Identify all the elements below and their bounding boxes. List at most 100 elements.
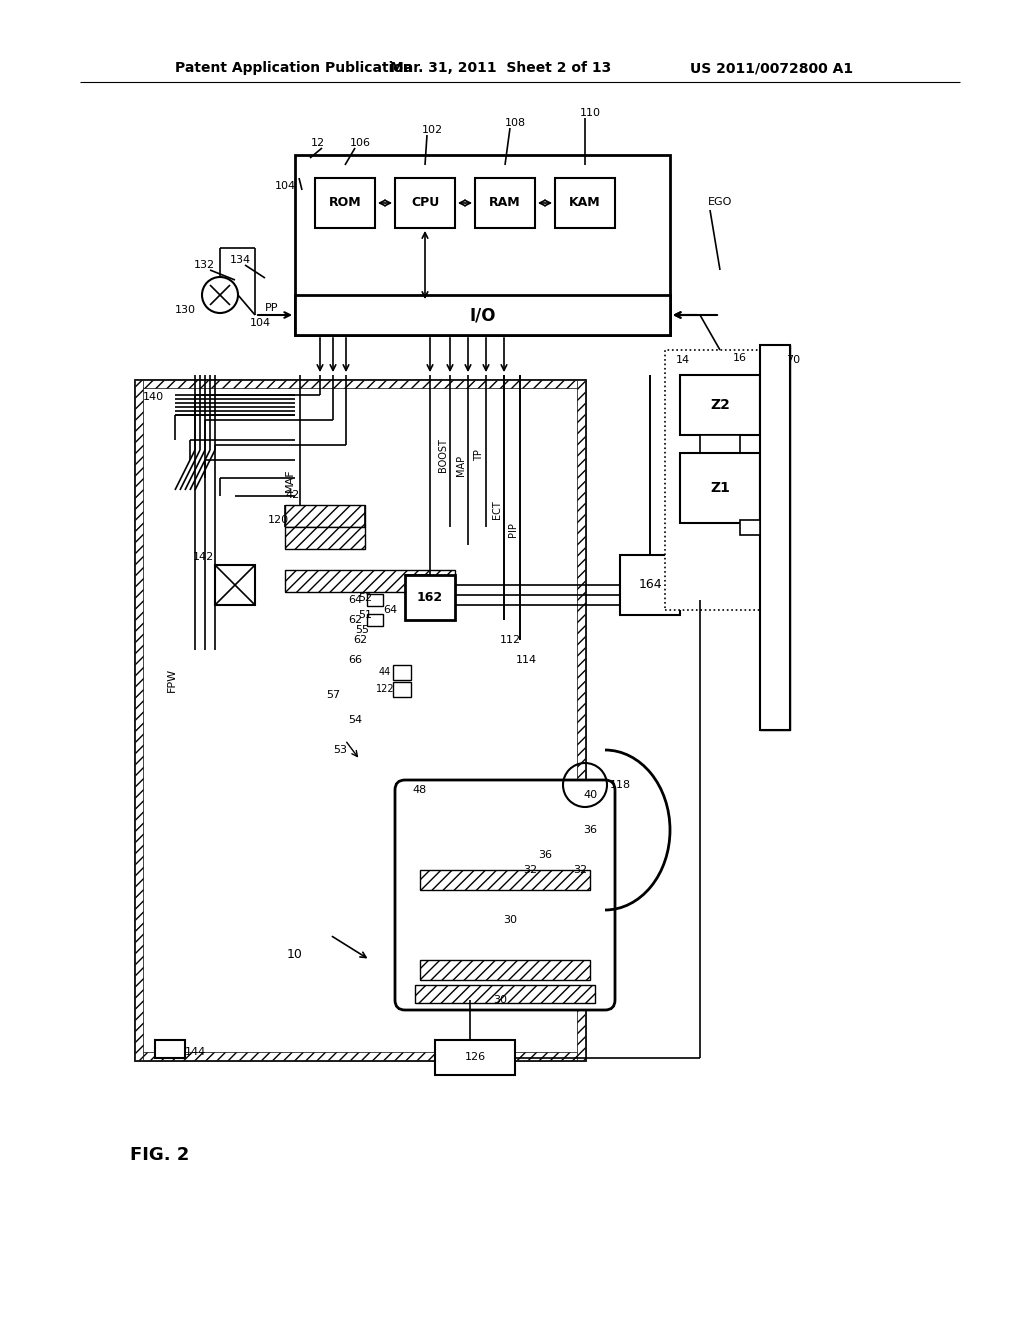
Text: 10: 10 xyxy=(287,949,303,961)
Bar xyxy=(740,520,760,535)
Text: 53: 53 xyxy=(333,744,347,755)
Bar xyxy=(406,576,455,620)
Text: 52: 52 xyxy=(358,593,372,603)
Text: MAF: MAF xyxy=(285,469,295,492)
Bar xyxy=(395,178,455,228)
Text: 134: 134 xyxy=(229,255,251,265)
Text: 118: 118 xyxy=(609,780,631,789)
Text: BOOST: BOOST xyxy=(438,438,449,473)
Bar xyxy=(577,380,585,1060)
Text: 144: 144 xyxy=(185,1047,206,1057)
Text: ROM: ROM xyxy=(329,197,361,210)
Bar xyxy=(285,570,455,591)
Text: 42: 42 xyxy=(285,490,299,500)
Bar xyxy=(367,614,383,626)
Text: I/O: I/O xyxy=(469,306,496,323)
Bar xyxy=(295,154,670,335)
Text: 126: 126 xyxy=(465,1052,485,1063)
Text: 30: 30 xyxy=(503,915,517,925)
Text: 48: 48 xyxy=(413,785,427,795)
Text: 122: 122 xyxy=(376,684,394,694)
Text: 140: 140 xyxy=(143,392,164,403)
Text: 112: 112 xyxy=(500,635,520,645)
Text: 66: 66 xyxy=(348,655,362,665)
Text: 114: 114 xyxy=(515,655,537,665)
Bar xyxy=(135,380,143,1060)
Bar xyxy=(420,870,590,890)
Text: 16: 16 xyxy=(733,352,746,363)
Bar xyxy=(700,436,740,453)
Bar xyxy=(285,527,365,549)
Text: Z2: Z2 xyxy=(710,399,730,412)
Text: 30: 30 xyxy=(493,995,507,1005)
Text: 102: 102 xyxy=(422,125,442,135)
Text: 70: 70 xyxy=(786,355,800,366)
Text: Mar. 31, 2011  Sheet 2 of 13: Mar. 31, 2011 Sheet 2 of 13 xyxy=(390,61,611,75)
Text: RAM: RAM xyxy=(489,197,521,210)
Text: CPU: CPU xyxy=(411,197,439,210)
Text: 51: 51 xyxy=(358,610,372,620)
Bar xyxy=(135,380,585,388)
Text: Z1: Z1 xyxy=(710,480,730,495)
Text: 164: 164 xyxy=(638,578,662,591)
Text: ECT: ECT xyxy=(492,500,502,519)
Text: 14: 14 xyxy=(676,355,690,366)
Text: 108: 108 xyxy=(505,117,525,128)
Text: EGO: EGO xyxy=(708,197,732,207)
Bar xyxy=(665,350,780,610)
Text: FPW: FPW xyxy=(167,668,177,692)
Bar xyxy=(315,178,375,228)
Text: 62: 62 xyxy=(348,615,362,624)
Text: 36: 36 xyxy=(538,850,552,861)
Text: 32: 32 xyxy=(573,865,587,875)
Bar xyxy=(295,294,670,335)
Bar xyxy=(135,380,585,1060)
FancyBboxPatch shape xyxy=(395,780,615,1010)
Text: 106: 106 xyxy=(349,139,371,148)
Text: 142: 142 xyxy=(193,552,214,562)
Bar xyxy=(680,375,760,436)
Bar xyxy=(555,178,615,228)
Text: 132: 132 xyxy=(194,260,215,271)
Bar xyxy=(680,453,760,523)
Bar xyxy=(435,1040,515,1074)
Text: Patent Application Publication: Patent Application Publication xyxy=(175,61,413,75)
Text: 120: 120 xyxy=(267,515,289,525)
Text: FIG. 2: FIG. 2 xyxy=(130,1146,189,1164)
Text: 54: 54 xyxy=(348,715,362,725)
Text: 44: 44 xyxy=(379,667,391,677)
Text: 36: 36 xyxy=(583,825,597,836)
Text: 64: 64 xyxy=(348,595,362,605)
Bar xyxy=(135,1052,585,1060)
Text: 104: 104 xyxy=(274,181,296,191)
Bar xyxy=(215,565,255,605)
Text: 62: 62 xyxy=(353,635,367,645)
Bar xyxy=(393,665,411,680)
Bar xyxy=(285,506,365,527)
Text: 64: 64 xyxy=(383,605,397,615)
Text: MAP: MAP xyxy=(456,454,466,475)
Text: 130: 130 xyxy=(174,305,196,315)
Bar xyxy=(475,178,535,228)
Bar xyxy=(760,345,790,730)
Text: 55: 55 xyxy=(355,624,369,635)
Text: PIP: PIP xyxy=(508,523,518,537)
Text: PP: PP xyxy=(265,304,279,313)
Bar xyxy=(393,682,411,697)
Text: KAM: KAM xyxy=(569,197,601,210)
Text: 40: 40 xyxy=(583,789,597,800)
Text: 110: 110 xyxy=(580,108,600,117)
Text: 12: 12 xyxy=(311,139,325,148)
Bar xyxy=(420,960,590,979)
Text: 57: 57 xyxy=(326,690,340,700)
Bar xyxy=(155,1040,185,1059)
Bar xyxy=(367,594,383,606)
Text: 104: 104 xyxy=(250,318,270,327)
Bar xyxy=(620,554,680,615)
Text: 162: 162 xyxy=(417,591,443,605)
Text: TP: TP xyxy=(474,449,484,461)
Text: US 2011/0072800 A1: US 2011/0072800 A1 xyxy=(690,61,853,75)
Bar xyxy=(415,985,595,1003)
Text: 32: 32 xyxy=(523,865,537,875)
Bar xyxy=(760,345,790,730)
